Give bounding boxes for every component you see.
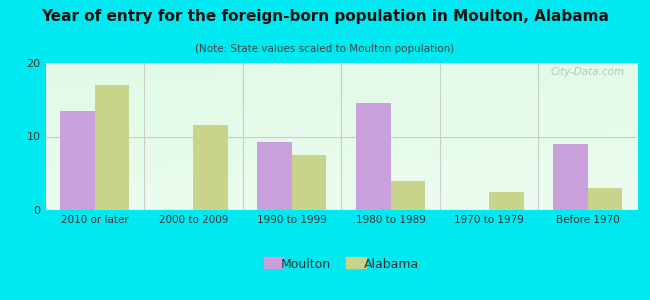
Bar <box>60 111 95 210</box>
Text: (Note: State values scaled to Moulton population): (Note: State values scaled to Moulton po… <box>196 44 454 53</box>
Text: Year of entry for the foreign-born population in Moulton, Alabama: Year of entry for the foreign-born popul… <box>41 9 609 24</box>
Bar <box>257 142 292 210</box>
Bar <box>489 192 524 210</box>
Bar <box>292 155 326 210</box>
Bar <box>356 103 391 210</box>
Bar <box>553 144 588 210</box>
Legend: Moulton, Alabama: Moulton, Alabama <box>259 253 424 276</box>
Bar <box>194 125 228 210</box>
Bar <box>95 85 129 210</box>
Bar <box>391 181 425 210</box>
Bar <box>588 188 622 210</box>
Text: City-Data.com: City-Data.com <box>551 68 625 77</box>
